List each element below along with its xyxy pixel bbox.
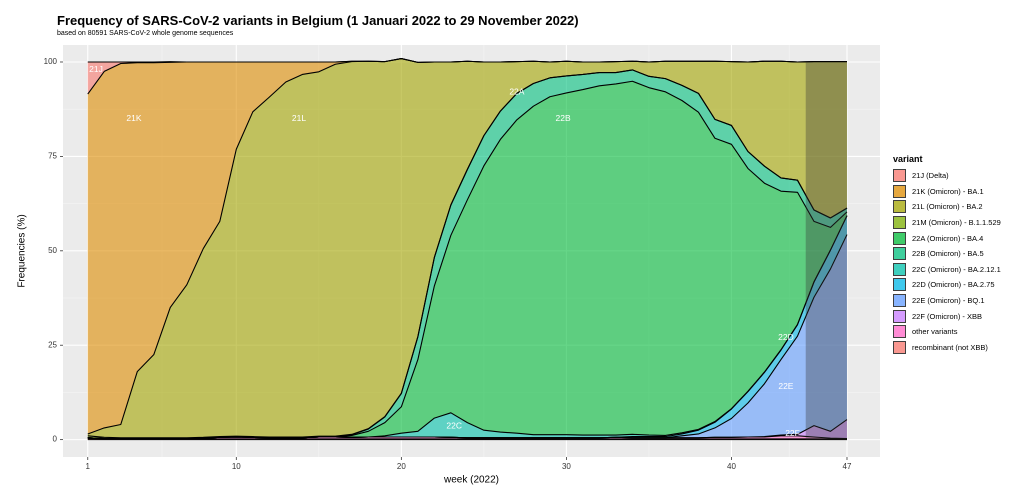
y-tick-label: 50	[48, 246, 57, 255]
annotation-label: 22A	[509, 86, 524, 96]
x-tick-label: 20	[397, 462, 406, 471]
legend-item: 22E (Omicron) - BQ.1	[893, 293, 1001, 309]
y-tick-label: 0	[53, 435, 58, 444]
legend-swatch	[893, 231, 906, 245]
chart-subtitle: based on 80591 SARS-CoV-2 whole genome s…	[57, 30, 234, 37]
annotation-label: 22B	[556, 113, 571, 123]
legend-item: 22D (Omicron) - BA.2.75	[893, 277, 1001, 293]
legend-item: 21L (Omicron) - BA.2	[893, 199, 1001, 215]
area-21l-omicron-ba-2	[87, 58, 847, 438]
legend-swatch	[893, 309, 906, 323]
legend-swatch	[893, 169, 906, 183]
legend-item: 22A (Omicron) - BA.4	[893, 230, 1001, 246]
shaded-region	[805, 61, 847, 440]
legend-swatch	[893, 184, 906, 198]
legend-label: 22C (Omicron) - BA.2.12.1	[912, 264, 1001, 274]
legend-swatch	[893, 216, 906, 230]
annotation-label: 22E	[778, 381, 793, 391]
legend-label: recombinant (not XBB)	[912, 342, 988, 352]
x-tick-label: 47	[843, 462, 852, 471]
legend-item: recombinant (not XBB)	[893, 340, 1001, 356]
legend-label: 22E (Omicron) - BQ.1	[912, 296, 985, 306]
legend-item: 21M (Omicron) - B.1.1.529	[893, 215, 1001, 231]
x-tick-label: 1	[86, 462, 91, 471]
legend-item: 22C (Omicron) - BA.2.12.1	[893, 262, 1001, 278]
legend-label: 22D (Omicron) - BA.2.75	[912, 280, 995, 290]
legend-swatch	[893, 247, 906, 261]
legend-swatch	[893, 340, 906, 354]
area-outline	[87, 58, 847, 63]
legend: variant 21J (Delta) 21K (Omicron) - BA.1 2…	[893, 154, 1001, 355]
legend-label: 21M (Omicron) - B.1.1.529	[912, 218, 1001, 228]
y-tick-label: 75	[48, 152, 57, 161]
legend-label: 22B (Omicron) - BA.5	[912, 249, 984, 259]
legend-swatch	[893, 262, 906, 276]
annotation-label: 22C	[446, 421, 462, 431]
area-22e-omicron-bq-1	[87, 234, 847, 439]
legend-item: 21J (Delta)	[893, 168, 1001, 184]
y-axis-label: Frequencies (%)	[17, 214, 28, 287]
x-tick-label: 30	[562, 462, 571, 471]
legend-label: 21K (Omicron) - BA.1	[912, 186, 984, 196]
area-outline	[87, 69, 848, 439]
legend-swatch	[893, 278, 906, 292]
annotation-label: 22F	[785, 428, 800, 438]
legend-item: 22F (Omicron) - XBB	[893, 308, 1001, 324]
area-22b-omicron-ba-5	[87, 81, 847, 439]
legend-item: other variants	[893, 324, 1001, 340]
legend-label: 22F (Omicron) - XBB	[912, 311, 983, 321]
legend-label: other variants	[912, 327, 958, 337]
legend-item: 22B (Omicron) - BA.5	[893, 246, 1001, 262]
legend-swatch	[893, 200, 906, 214]
annotation-label: 21J	[89, 64, 103, 74]
y-tick-label: 25	[48, 340, 57, 349]
legend-swatch	[893, 325, 906, 339]
x-tick-label: 10	[232, 462, 241, 471]
annotation-label: 22D	[778, 332, 794, 342]
legend-label: 21J (Delta)	[912, 171, 949, 181]
annotation-label: 21L	[292, 113, 306, 123]
x-axis-label: week (2022)	[443, 475, 499, 486]
chart-title: Frequency of SARS-CoV-2 variants in Belg…	[57, 13, 579, 28]
x-tick-label: 40	[727, 462, 736, 471]
legend-label: 21L (Omicron) - BA.2	[912, 202, 983, 212]
area-21k-omicron-ba-1	[87, 58, 847, 434]
y-tick-label: 100	[44, 57, 58, 66]
legend-label: 22A (Omicron) - BA.4	[912, 233, 984, 243]
legend-item: 21K (Omicron) - BA.1	[893, 184, 1001, 200]
legend-items: 21J (Delta) 21K (Omicron) - BA.1 21L (Omic…	[893, 168, 1001, 355]
legend-swatch	[893, 294, 906, 308]
annotation-label: 21K	[126, 113, 141, 123]
legend-title: variant	[893, 154, 923, 164]
